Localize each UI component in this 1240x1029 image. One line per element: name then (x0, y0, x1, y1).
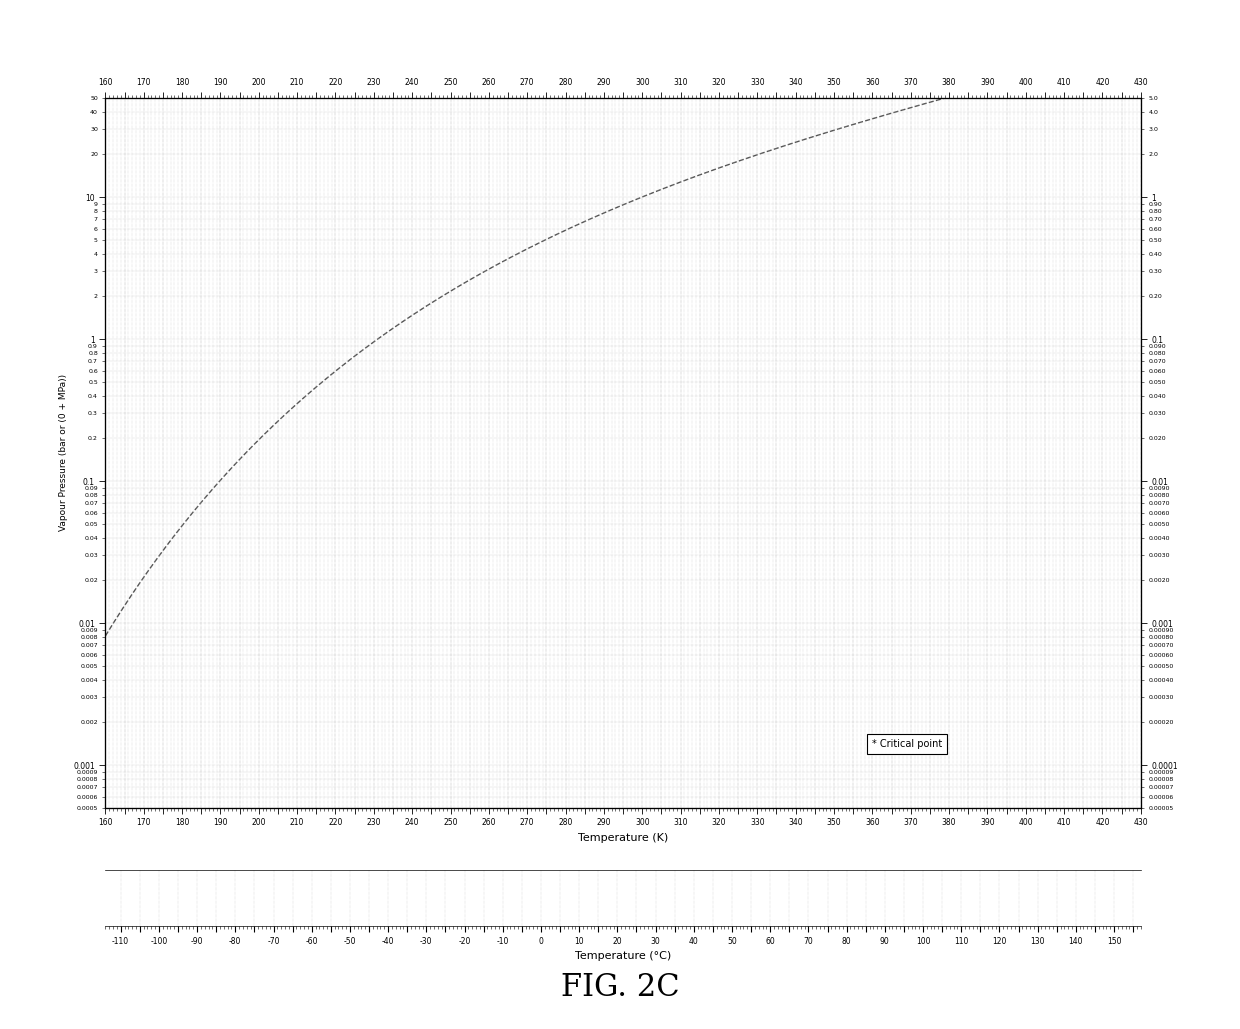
Text: * Critical point: * Critical point (872, 739, 942, 749)
X-axis label: Temperature (K): Temperature (K) (578, 832, 668, 843)
X-axis label: Temperature (°C): Temperature (°C) (575, 951, 671, 961)
Text: FIG. 2C: FIG. 2C (560, 972, 680, 1003)
Y-axis label: Vapour Pressure (bar or (0 + MPa)): Vapour Pressure (bar or (0 + MPa)) (58, 375, 68, 531)
